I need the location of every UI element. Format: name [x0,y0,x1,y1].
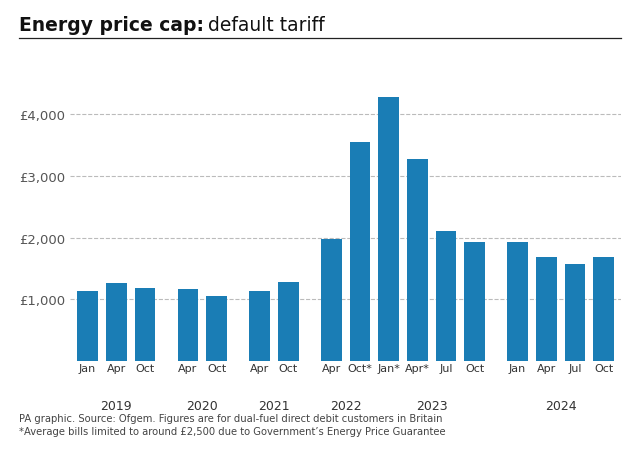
Bar [407,159,428,361]
Text: Energy price cap:: Energy price cap: [19,16,204,35]
Bar [134,289,156,361]
Text: 2022: 2022 [330,400,362,413]
Text: *Average bills limited to around £2,500 due to Government’s Energy Price Guarant: *Average bills limited to around £2,500 … [19,426,446,436]
Text: 2019: 2019 [100,400,132,413]
Text: 2024: 2024 [545,400,577,413]
Text: default tariff: default tariff [208,16,325,35]
Bar [106,284,127,361]
Bar [508,242,528,361]
Bar [593,257,614,361]
Bar [436,232,456,361]
Bar [178,290,198,361]
Bar [206,297,227,361]
Bar [564,265,585,361]
Text: PA graphic. Source: Ofgem. Figures are for dual-fuel direct debit customers in B: PA graphic. Source: Ofgem. Figures are f… [19,413,443,423]
Bar [321,240,342,361]
Bar [464,242,485,361]
Text: 2020: 2020 [186,400,218,413]
Bar [249,291,270,361]
Bar [349,143,371,361]
Text: 2021: 2021 [258,400,290,413]
Bar [278,282,299,361]
Bar [77,291,98,361]
Bar [536,257,557,361]
Bar [378,98,399,361]
Text: 2023: 2023 [416,400,447,413]
